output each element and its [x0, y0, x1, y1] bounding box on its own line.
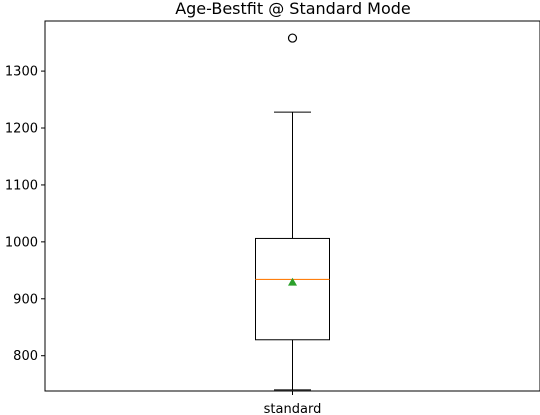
box-iqr	[255, 237, 330, 341]
box-group	[255, 33, 330, 391]
chart-title: Age-Bestfit @ Standard Mode	[175, 0, 411, 18]
y-tick-label: 1300	[5, 65, 38, 80]
y-axis: 800 900 1000 1100 1200 1300	[5, 65, 45, 364]
box-series	[255, 33, 330, 391]
x-tick-label: standard	[264, 402, 322, 415]
outlier-point	[287, 33, 298, 43]
mean-marker	[288, 277, 297, 286]
y-tick-label: 900	[13, 292, 38, 307]
y-tick-label: 1200	[5, 122, 38, 137]
x-axis: standard	[264, 391, 322, 415]
y-tick-label: 1100	[5, 178, 38, 193]
y-tick-label: 800	[13, 349, 38, 364]
y-tick-label: 1000	[5, 235, 38, 250]
